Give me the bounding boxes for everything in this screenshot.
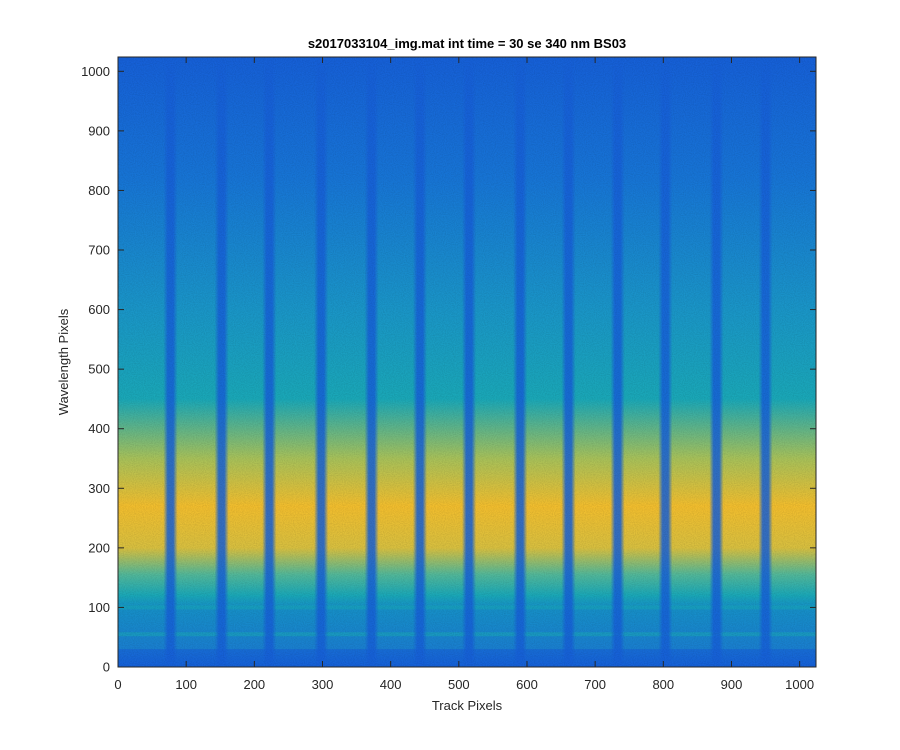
x-axis: 0 100 200 300 400 500 600 700 800 900 1000 [114,57,814,692]
x-tick-label: 1000 [785,677,814,692]
x-tick-label: 400 [380,677,402,692]
y-tick-label: 300 [88,481,110,496]
y-axis-label: Wavelength Pixels [56,308,71,415]
y-tick-label: 100 [88,600,110,615]
y-tick-label: 700 [88,243,110,258]
x-tick-label: 900 [721,677,743,692]
y-tick-label: 1000 [81,64,110,79]
x-tick-label: 0 [114,677,121,692]
y-tick-label: 500 [88,362,110,377]
x-axis-label: Track Pixels [432,698,503,713]
heatmap-plot-area [118,57,816,667]
y-tick-label: 800 [88,183,110,198]
y-tick-label: 0 [103,660,110,675]
x-tick-label: 100 [175,677,197,692]
x-tick-label: 700 [584,677,606,692]
x-tick-label: 300 [312,677,334,692]
chart-title: s2017033104_img.mat int time = 30 se 340… [308,36,626,51]
x-tick-label: 500 [448,677,470,692]
x-tick-label: 600 [516,677,538,692]
x-tick-label: 200 [243,677,265,692]
plot-frame [117,56,817,668]
y-tick-label: 400 [88,421,110,436]
noise-overlay [118,57,816,667]
x-tick-label: 800 [652,677,674,692]
y-tick-label: 200 [88,540,110,555]
y-tick-label: 900 [88,123,110,138]
y-axis: 0 100 200 300 400 500 600 700 800 900 1000 [81,64,816,675]
y-tick-label: 600 [88,302,110,317]
